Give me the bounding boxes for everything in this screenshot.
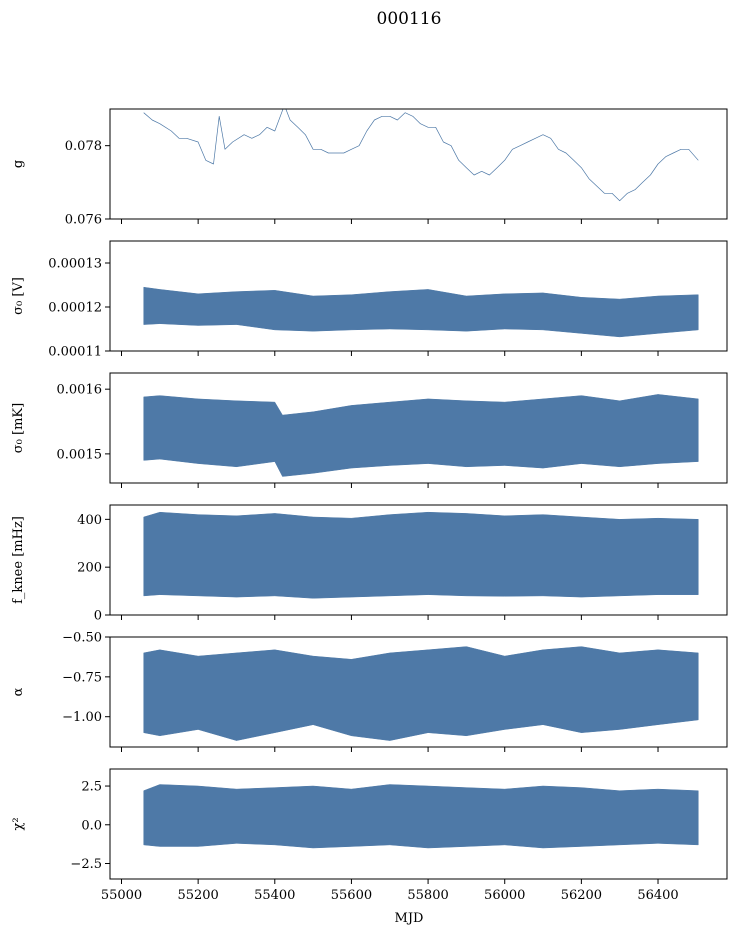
sigma0-mk-y-axis-label: σ₀ [mK]	[11, 403, 26, 453]
subplot-fknee: 0 200 400 f_knee [mHz]	[11, 504, 728, 624]
gain-series-line	[143, 109, 699, 202]
subplot-gain: 0.076 0.078 g	[11, 108, 728, 228]
chi2-xtick-label: 55400	[254, 888, 295, 903]
sigma0-mk-ytick-label: 0.0016	[57, 383, 103, 398]
chi2-ytick-label: 2.5	[81, 780, 102, 795]
gain-ytick-label: 0.078	[65, 139, 102, 154]
chi2-series-band	[143, 784, 699, 849]
chi2-plot-area	[143, 784, 699, 849]
gain-y-axis-label: g	[11, 160, 26, 168]
sigma0-volts-ytick-label: 0.00013	[48, 257, 102, 272]
sigma0-mk-plot-area	[143, 394, 699, 477]
chi2-y-axis-label: χ²	[11, 817, 26, 830]
sigma0-mk-ytick-label: 0.0015	[57, 447, 103, 462]
gain-axes-frame	[109, 108, 728, 220]
chi2-xtick-label: 55200	[177, 888, 218, 903]
gain-ytick-label: 0.076	[65, 213, 102, 228]
gain-plot-area	[143, 109, 699, 202]
alpha-ytick-label: −1.00	[62, 710, 102, 725]
fknee-series-band	[143, 511, 699, 599]
sigma0-volts-ytick-label: 0.00011	[48, 345, 102, 360]
alpha-plot-area	[143, 646, 699, 741]
sigma0-mk-axes-frame	[109, 372, 728, 484]
sigma0-volts-ytick-label: 0.00012	[48, 301, 102, 316]
alpha-ytick-label: −0.50	[62, 631, 102, 646]
subplot-chi2: −2.5 0.0 2.5 55000 55200 55400 55600 55800 56000…	[11, 768, 728, 903]
subplot-sigma0-volts: 0.00011 0.00012 0.00013 σ₀ [V]	[11, 240, 728, 360]
fknee-ytick-label: 200	[77, 561, 102, 576]
fknee-ytick-label: 400	[77, 513, 102, 528]
chi2-ytick-label: −2.5	[70, 857, 102, 872]
fknee-y-axis-label: f_knee [mHz]	[11, 516, 26, 604]
alpha-ytick-label: −0.75	[62, 670, 102, 685]
sigma0-volts-series-band	[143, 286, 699, 338]
chi2-xtick-label: 55800	[407, 888, 448, 903]
subplot-alpha: −1.00 −0.75 −0.50 α	[11, 631, 728, 752]
fknee-ytick-label: 0	[94, 609, 102, 624]
fknee-plot-area	[143, 511, 699, 599]
sigma0-mk-series-band	[143, 394, 699, 477]
chi2-xtick-label: 56200	[561, 888, 602, 903]
sigma0-volts-y-axis-label: σ₀ [V]	[11, 277, 26, 315]
subplot-sigma0-mk: 0.0015 0.0016 σ₀ [mK]	[11, 372, 728, 488]
chi2-xtick-label: 55000	[101, 888, 142, 903]
chi2-xtick-label: 55600	[331, 888, 372, 903]
figure-title: 000116	[377, 9, 442, 29]
fknee-axes-frame	[109, 504, 728, 616]
chi2-ytick-label: 0.0	[81, 818, 102, 833]
chi2-xtick-label: 56400	[637, 888, 678, 903]
chi2-xtick-label: 56000	[484, 888, 525, 903]
sigma0-volts-axes-frame	[109, 240, 728, 352]
x-axis-label: MJD	[395, 911, 424, 926]
alpha-axes-frame	[109, 636, 728, 748]
alpha-y-axis-label: α	[11, 687, 26, 696]
sigma0-volts-plot-area	[143, 286, 699, 338]
chi2-axes-frame	[109, 768, 728, 880]
alpha-series-band	[143, 646, 699, 741]
